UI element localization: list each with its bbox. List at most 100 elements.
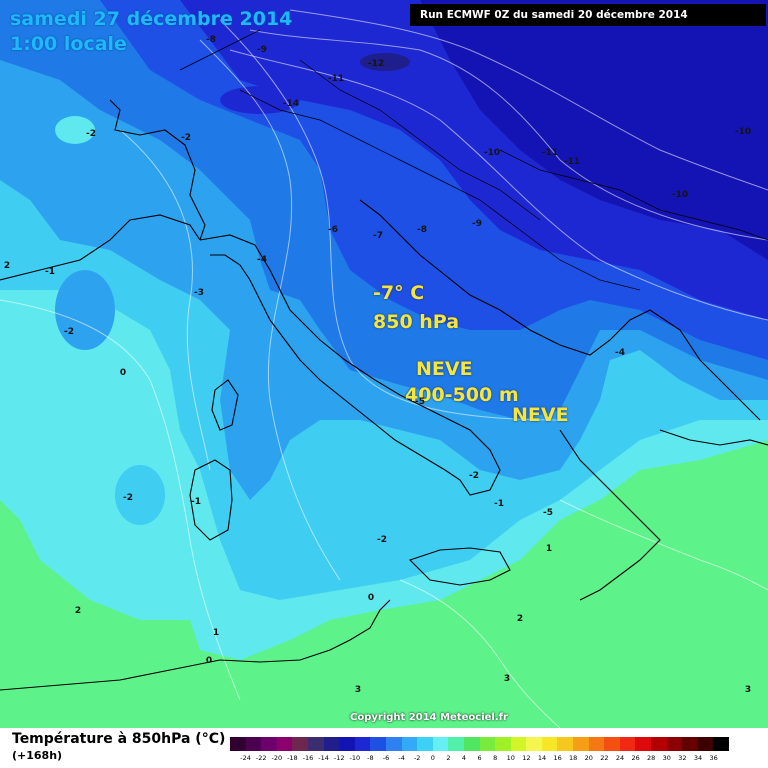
isotherm-label: -4 [615, 348, 625, 358]
isotherm-label: -11 [563, 157, 581, 167]
isotherm-label: -10 [734, 127, 752, 137]
legend-swatch [354, 737, 371, 751]
legend-tick-label: 24 [615, 754, 625, 762]
legend-swatch [557, 737, 574, 751]
isotherm-label: 3 [354, 685, 362, 695]
legend-swatch [651, 737, 667, 751]
isotherm-label: -10 [483, 148, 501, 158]
isotherm-label: -9 [472, 219, 482, 229]
legend-tick-label: -12 [333, 754, 345, 762]
legend-swatch [323, 737, 340, 751]
legend-tick-label: -8 [367, 754, 374, 762]
legend-swatch [526, 737, 542, 751]
isotherm-label: -11 [541, 148, 559, 158]
legend-swatch [292, 737, 308, 751]
isotherm-lines [0, 9, 768, 728]
legend-bar: Température à 850hPa (°C) (+168h) -24 -22… [0, 728, 768, 768]
isotherm-label: -2 [123, 493, 133, 503]
cold-core [360, 53, 410, 71]
copyright-notice: Copyright 2014 Meteociel.fr [350, 712, 508, 723]
legend-swatch [682, 737, 698, 751]
legend-swatch [463, 737, 480, 751]
legend-swatch [510, 737, 527, 751]
legend-swatch [339, 737, 355, 751]
isotherm-label: -2 [64, 327, 74, 337]
legend-tick-label: 18 [569, 754, 578, 762]
legend-tick-label: 2 [446, 754, 451, 762]
isotherm-label: 1 [212, 628, 220, 638]
legend-tick-label: -22 [255, 754, 267, 762]
legend-swatch [401, 737, 418, 751]
isotherm-label: -6 [328, 225, 338, 235]
legend-tick-label: -4 [398, 754, 405, 762]
isotherm-label: -1 [494, 499, 504, 509]
isotherm-label: 0 [205, 656, 213, 666]
legend-tick-label: -2 [413, 754, 421, 762]
legend-tick-label: -18 [287, 754, 298, 762]
isotherm-label: -7 [373, 231, 383, 241]
cell-west-3 [83, 439, 107, 471]
legend-tick-label: -24 [240, 754, 251, 762]
isotherm-label: -12 [367, 59, 385, 69]
legend-swatch [541, 737, 558, 751]
legend-tick-label: 6 [477, 754, 482, 762]
annotation-temperature: -7° C [373, 282, 425, 304]
legend-subtitle: (+168h) [12, 749, 63, 762]
isotherm-label: -3 [194, 288, 204, 298]
legend-tick-label: 8 [493, 754, 498, 762]
legend-tick-label: -6 [382, 754, 390, 762]
isotherm-label: 1 [545, 544, 553, 554]
legend-swatch [417, 737, 433, 751]
legend-tick-label: 4 [461, 754, 467, 762]
legend-swatch [573, 737, 589, 751]
legend-swatch [713, 737, 729, 751]
legend-tick-label: -10 [349, 754, 361, 762]
legend-swatch [245, 737, 262, 751]
isotherm-label: -5 [543, 508, 553, 518]
temperature-map: samedi 27 décembre 2014 1:00 locale Run … [0, 0, 768, 728]
legend-tick-label: 14 [537, 754, 547, 762]
isotherm-label: -11 [327, 74, 345, 84]
coastlines [0, 29, 768, 691]
isotherm-label: -2 [469, 471, 479, 481]
legend-swatch [230, 737, 246, 751]
legend-swatch [635, 737, 652, 751]
legend-tick-label: 10 [506, 754, 515, 762]
legend-swatch [588, 737, 605, 751]
isotherm-label: -2 [86, 129, 96, 139]
isotherm-label: -2 [377, 535, 387, 545]
legend-tick-label: 16 [553, 754, 562, 762]
isotherm-label: -14 [282, 99, 300, 109]
isotherm-label: 2 [74, 606, 82, 616]
legend-swatch [697, 737, 714, 751]
annotation-pressure-level: 850 hPa [373, 311, 460, 333]
legend-swatch [307, 737, 324, 751]
legend-swatch [448, 737, 464, 751]
isotherm-label: -1 [191, 497, 201, 507]
forecast-date-title: samedi 27 décembre 2014 [10, 8, 293, 30]
legend-tick-label: 12 [522, 754, 531, 762]
cell-west-2 [115, 465, 165, 525]
cell-north-sea [55, 116, 95, 144]
annotation-snow-altitude: 400-500 m [405, 384, 519, 406]
legend-tick-label: 34 [693, 754, 703, 762]
isotherm-label: 2 [516, 614, 524, 624]
legend-tick-label: 32 [678, 754, 687, 762]
isotherm-label: 3 [503, 674, 511, 684]
legend-tick-label: -16 [302, 754, 314, 762]
legend-tick-label: 26 [631, 754, 640, 762]
legend-swatch [666, 737, 683, 751]
legend-tick-label: -14 [318, 754, 329, 762]
legend-swatch [432, 737, 449, 751]
legend-tick-label: 22 [600, 754, 609, 762]
legend-tick-label: 28 [647, 754, 656, 762]
isotherm-label: -2 [181, 133, 191, 143]
annotation-snow-main: NEVE [416, 358, 473, 380]
cell-west-1 [55, 270, 115, 350]
legend-swatch [261, 737, 277, 751]
legend-tick-label: 20 [584, 754, 593, 762]
isotherm-label: 0 [119, 368, 127, 378]
legend-swatch [479, 737, 496, 751]
isotherm-label: -8 [417, 225, 427, 235]
model-run-banner: Run ECMWF 0Z du samedi 20 décembre 2014 [410, 4, 766, 26]
